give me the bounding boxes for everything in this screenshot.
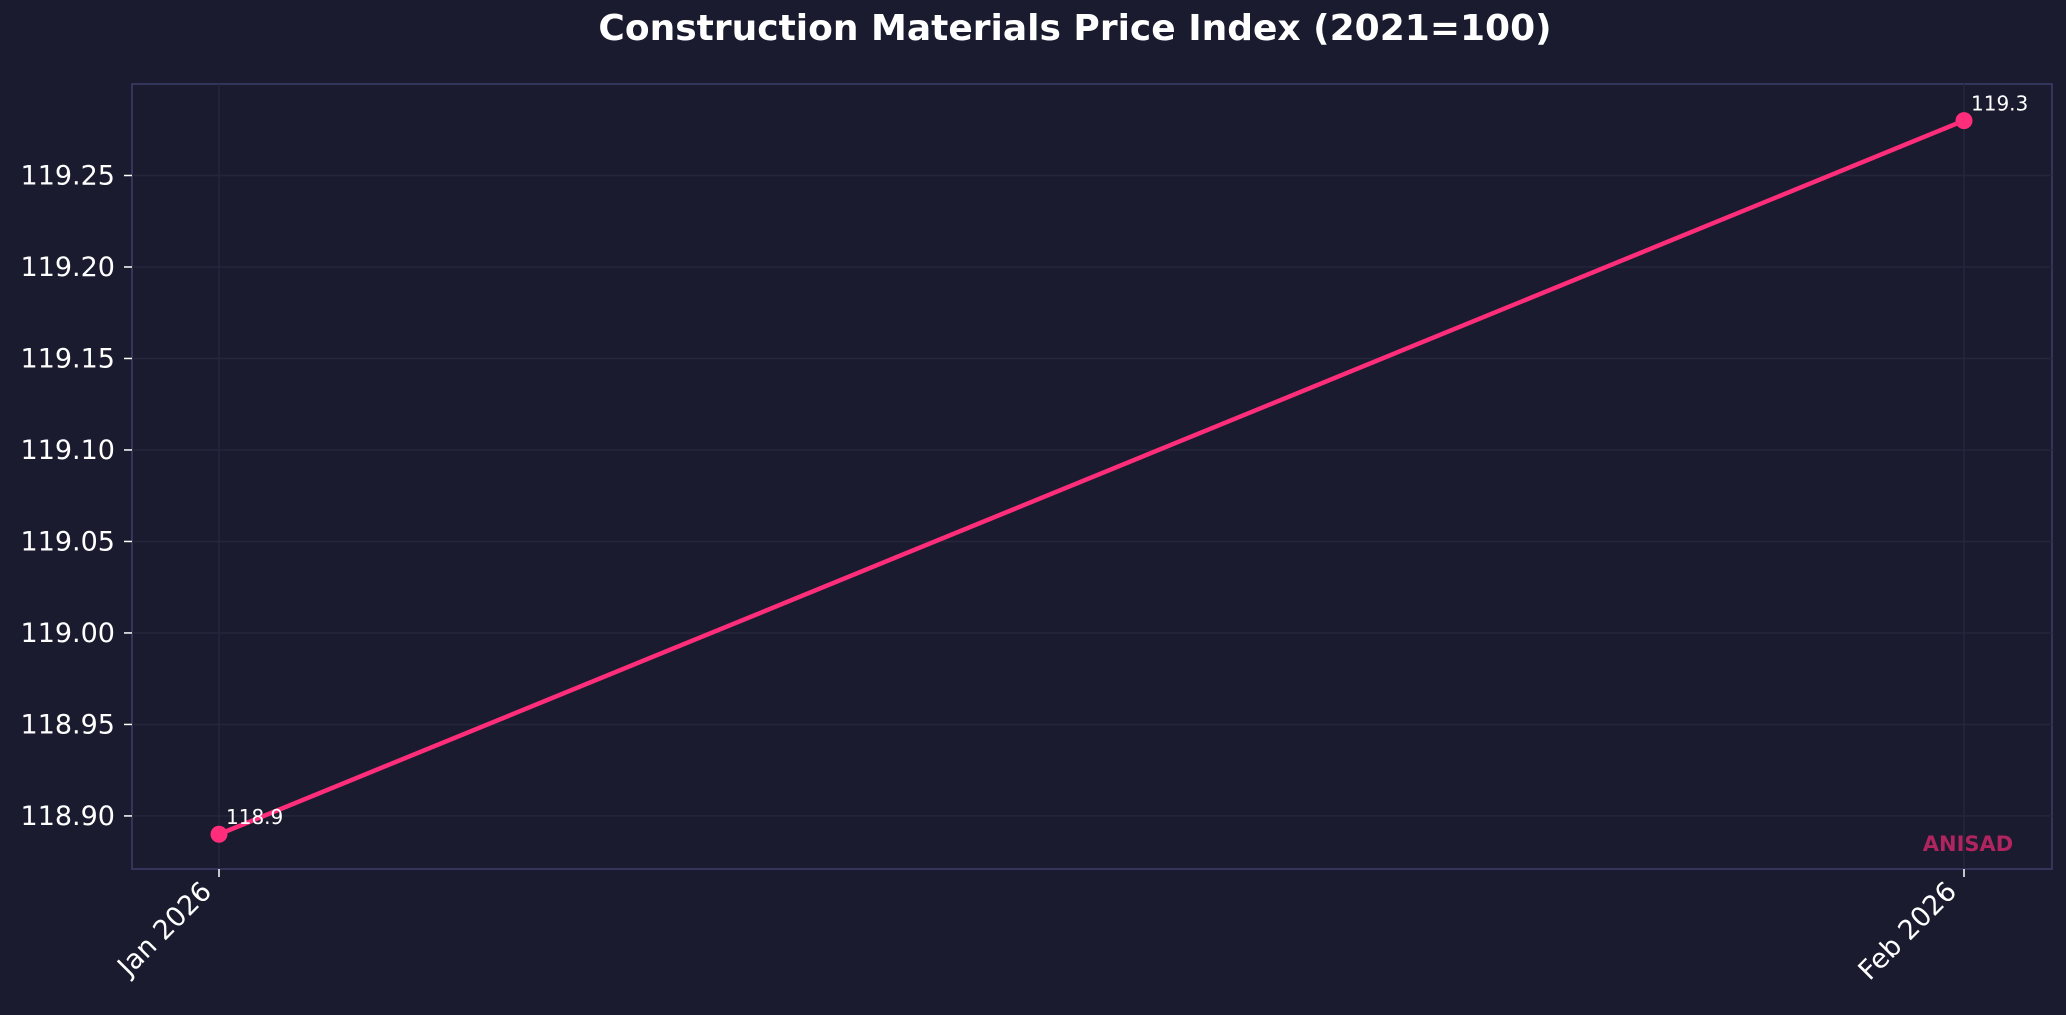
watermark: ANISAD [1923, 832, 2013, 856]
chart-title: Construction Materials Price Index (2021… [598, 8, 1552, 49]
x-tick-label: Jan 2026 [111, 876, 218, 983]
data-points: 118.9 119.3 [210, 92, 2028, 843]
data-label: 119.3 [1971, 92, 2028, 116]
data-label: 118.9 [226, 805, 283, 829]
y-tick-label: 119.25 [21, 160, 115, 191]
x-axis: Jan 2026 Feb 2026 [111, 869, 1965, 986]
y-tick-label: 118.90 [21, 801, 115, 832]
y-tick-label: 118.95 [21, 709, 115, 740]
y-axis: 118.90 118.95 119.00 119.05 119.10 119.15 119.… [21, 160, 132, 832]
x-tick-label: Feb 2026 [1853, 876, 1963, 986]
y-tick-label: 119.00 [21, 618, 115, 649]
y-tick-label: 119.10 [21, 435, 115, 466]
y-tick-label: 119.20 [21, 252, 115, 283]
data-point [210, 825, 228, 843]
gridlines [132, 84, 2052, 869]
series-line [218, 118, 1965, 837]
y-tick-label: 119.15 [21, 343, 115, 374]
data-point [1955, 112, 1973, 130]
y-tick-label: 119.05 [21, 526, 115, 557]
